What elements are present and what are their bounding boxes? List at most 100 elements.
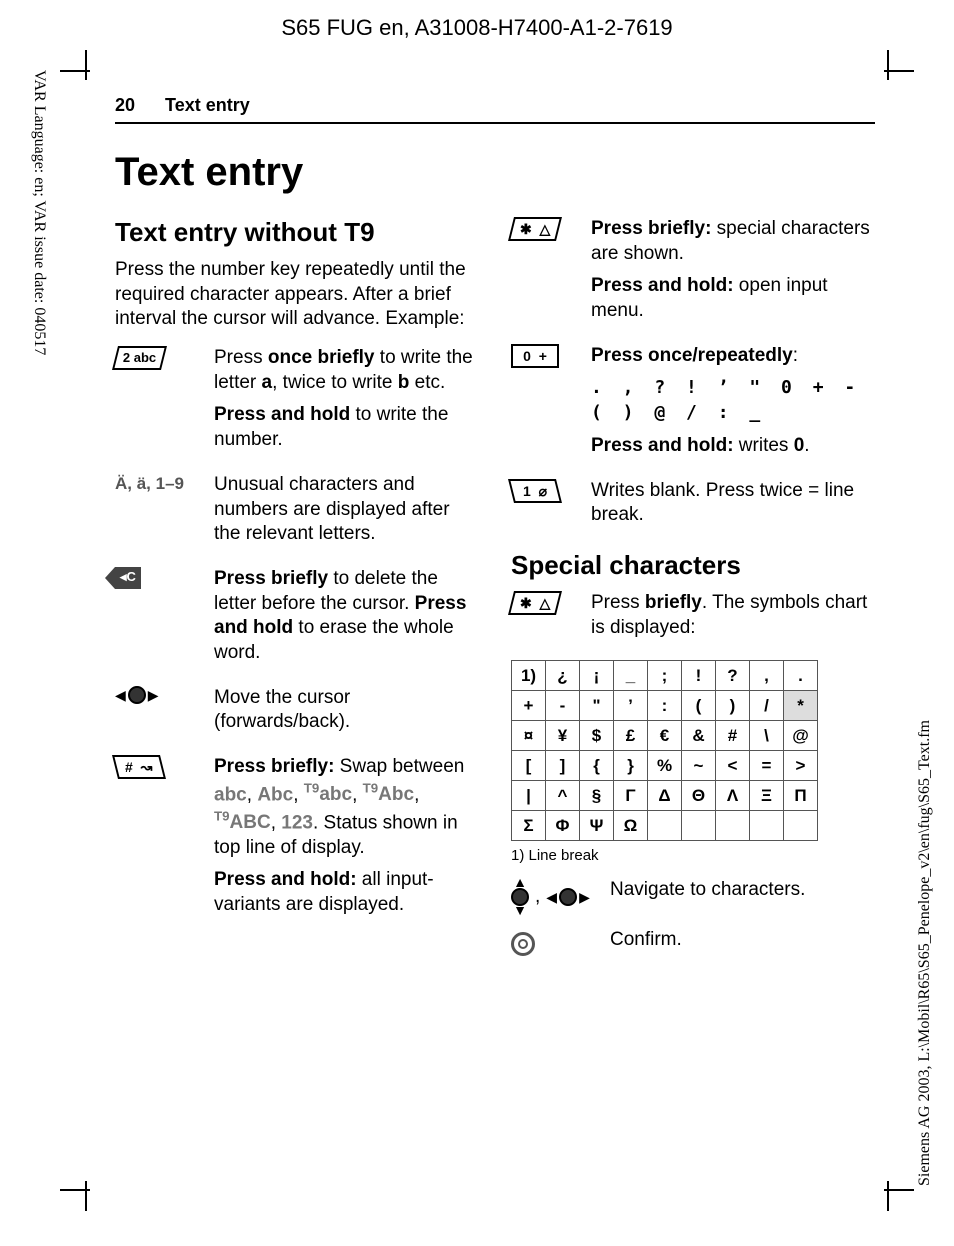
special-char-cell: & [682,721,716,751]
running-title: Text entry [165,95,250,116]
section-heading: Text entry without T9 [115,217,479,248]
special-char-cell: [ [512,751,546,781]
special-char-cell: ¤ [512,721,546,751]
instruction-row: ✱ △ Press briefly. The symbols chart is … [511,591,875,648]
separator: , [535,885,540,910]
instruction-row: 0 + Press once/repeatedly:. , ? ! ’ " 0 +… [511,344,875,467]
special-char-cell: | [512,781,546,811]
special-char-cell: Ω [614,811,648,841]
instruction-text: Navigate to characters. [610,878,875,916]
special-char-cell: ^ [546,781,580,811]
special-char-cell: # [716,721,750,751]
column-right: ✱ △ Press briefly: special characters are… [511,217,875,973]
instruction-row: # ↝ Press briefly: Swap between abc, Abc,… [115,755,479,926]
special-char-cell: + [512,691,546,721]
instruction-text: Confirm. [610,928,875,961]
column-left: Text entry without T9 Press the number k… [115,217,479,973]
key-star-icon: ✱ △ [508,217,562,241]
special-char-cell: ) [716,691,750,721]
special-char-cell [648,811,682,841]
special-char-cell: \ [750,721,784,751]
crop-mark [887,1181,889,1211]
crop-mark [85,50,87,80]
special-char-cell: , [750,661,784,691]
special-char-cell: Γ [614,781,648,811]
instruction-text: Unusual characters and numbers are displ… [214,473,479,555]
special-char-cell: . [784,661,818,691]
instruction-row: Ä, ä, 1–9 Unusual characters and numbers … [115,473,479,555]
instruction-text: Writes blank. Press twice = line break. [591,479,875,536]
key-hash-icon: # ↝ [112,755,166,779]
special-char-cell: Ξ [750,781,784,811]
special-char-cell: ( [682,691,716,721]
instruction-text: Press once/repeatedly:. , ? ! ’ " 0 + - … [591,344,875,467]
clear-key-icon: ◂C [115,567,141,589]
special-char-cell: § [580,781,614,811]
special-char-cell: Δ [648,781,682,811]
special-char-cell: _ [614,661,648,691]
instruction-row: ◀▶ Move the cursor (forwards/back). [115,686,479,743]
icon-cell: ✱ △ [511,217,577,332]
special-char-cell: Θ [682,781,716,811]
instruction-text: Press briefly to delete the letter befor… [214,567,479,674]
instruction-text: Press briefly. The symbols chart is disp… [591,591,875,648]
special-char-cell: ’ [614,691,648,721]
special-char-cell: Σ [512,811,546,841]
icon-cell: 0 + [511,344,577,467]
special-char-cell: Λ [716,781,750,811]
crop-mark [887,50,889,80]
icon-cell: ◂C [115,567,200,674]
icon-cell: 2 abc [115,346,200,461]
special-char-cell: $ [580,721,614,751]
section-heading: Special characters [511,550,875,581]
document-header: S65 FUG en, A31008-H7400-A1-2-7619 [0,15,954,41]
special-char-cell [784,811,818,841]
unusual-chars-label: Ä, ä, 1–9 [115,473,184,495]
page-body: 20 Text entry Text entry Text entry with… [115,95,875,973]
special-char-cell: = [750,751,784,781]
key-one-icon: 1 ⌀ [508,479,562,503]
special-char-cell: ¿ [546,661,580,691]
special-char-cell: ¡ [580,661,614,691]
instruction-row: 1 ⌀ Writes blank. Press twice = line brea… [511,479,875,536]
special-char-cell: < [716,751,750,781]
instruction-text: Press briefly: Swap between abc, Abc, T9… [214,755,479,926]
instruction-row: Confirm. [511,928,875,961]
page-number: 20 [115,95,135,116]
special-char-cell: % [648,751,682,781]
special-char-cell: ~ [682,751,716,781]
special-char-cell: ! [682,661,716,691]
icon-cell [511,928,596,961]
margin-note-right: Siemens AG 2003, L:\Mobil\R65\S65_Penelo… [916,720,934,1186]
special-char-cell [716,811,750,841]
special-char-cell: * [784,691,818,721]
instruction-text: Move the cursor (forwards/back). [214,686,479,743]
key-2abc-icon: 2 abc [112,346,167,370]
margin-note-left: VAR Language: en; VAR issue date: 040517 [30,70,48,355]
special-char-cell [750,811,784,841]
icon-cell: 1 ⌀ [511,479,577,536]
nav-horizontal-icon: ◀▶ [115,686,159,704]
instruction-row: ◂C Press briefly to delete the letter bef… [115,567,479,674]
special-char-cell: Ψ [580,811,614,841]
special-char-cell: - [546,691,580,721]
footnote: 1) Line break [511,847,875,864]
instruction-row: 2 abcPress once briefly to write the let… [115,346,479,461]
key-star-icon: ✱ △ [508,591,562,615]
special-char-cell: @ [784,721,818,751]
special-char-cell: € [648,721,682,751]
special-char-cell: Φ [546,811,580,841]
special-char-cell: ] [546,751,580,781]
special-characters-table: 1)¿¡_;!?,.+-"’:()/*¤¥$£€&#\@[]{}%~<=>|^§… [511,660,818,841]
special-char-cell: ¥ [546,721,580,751]
special-char-cell: £ [614,721,648,751]
icon-cell: ✱ △ [511,591,577,648]
running-head: 20 Text entry [115,95,875,124]
special-char-cell: > [784,751,818,781]
key-zero-icon: 0 + [511,344,559,368]
instruction-text: Press briefly: special characters are sh… [591,217,875,332]
special-char-cell: " [580,691,614,721]
icon-cell: ◀▶ [115,686,200,743]
special-char-cell: : [648,691,682,721]
icon-cell: Ä, ä, 1–9 [115,473,200,555]
